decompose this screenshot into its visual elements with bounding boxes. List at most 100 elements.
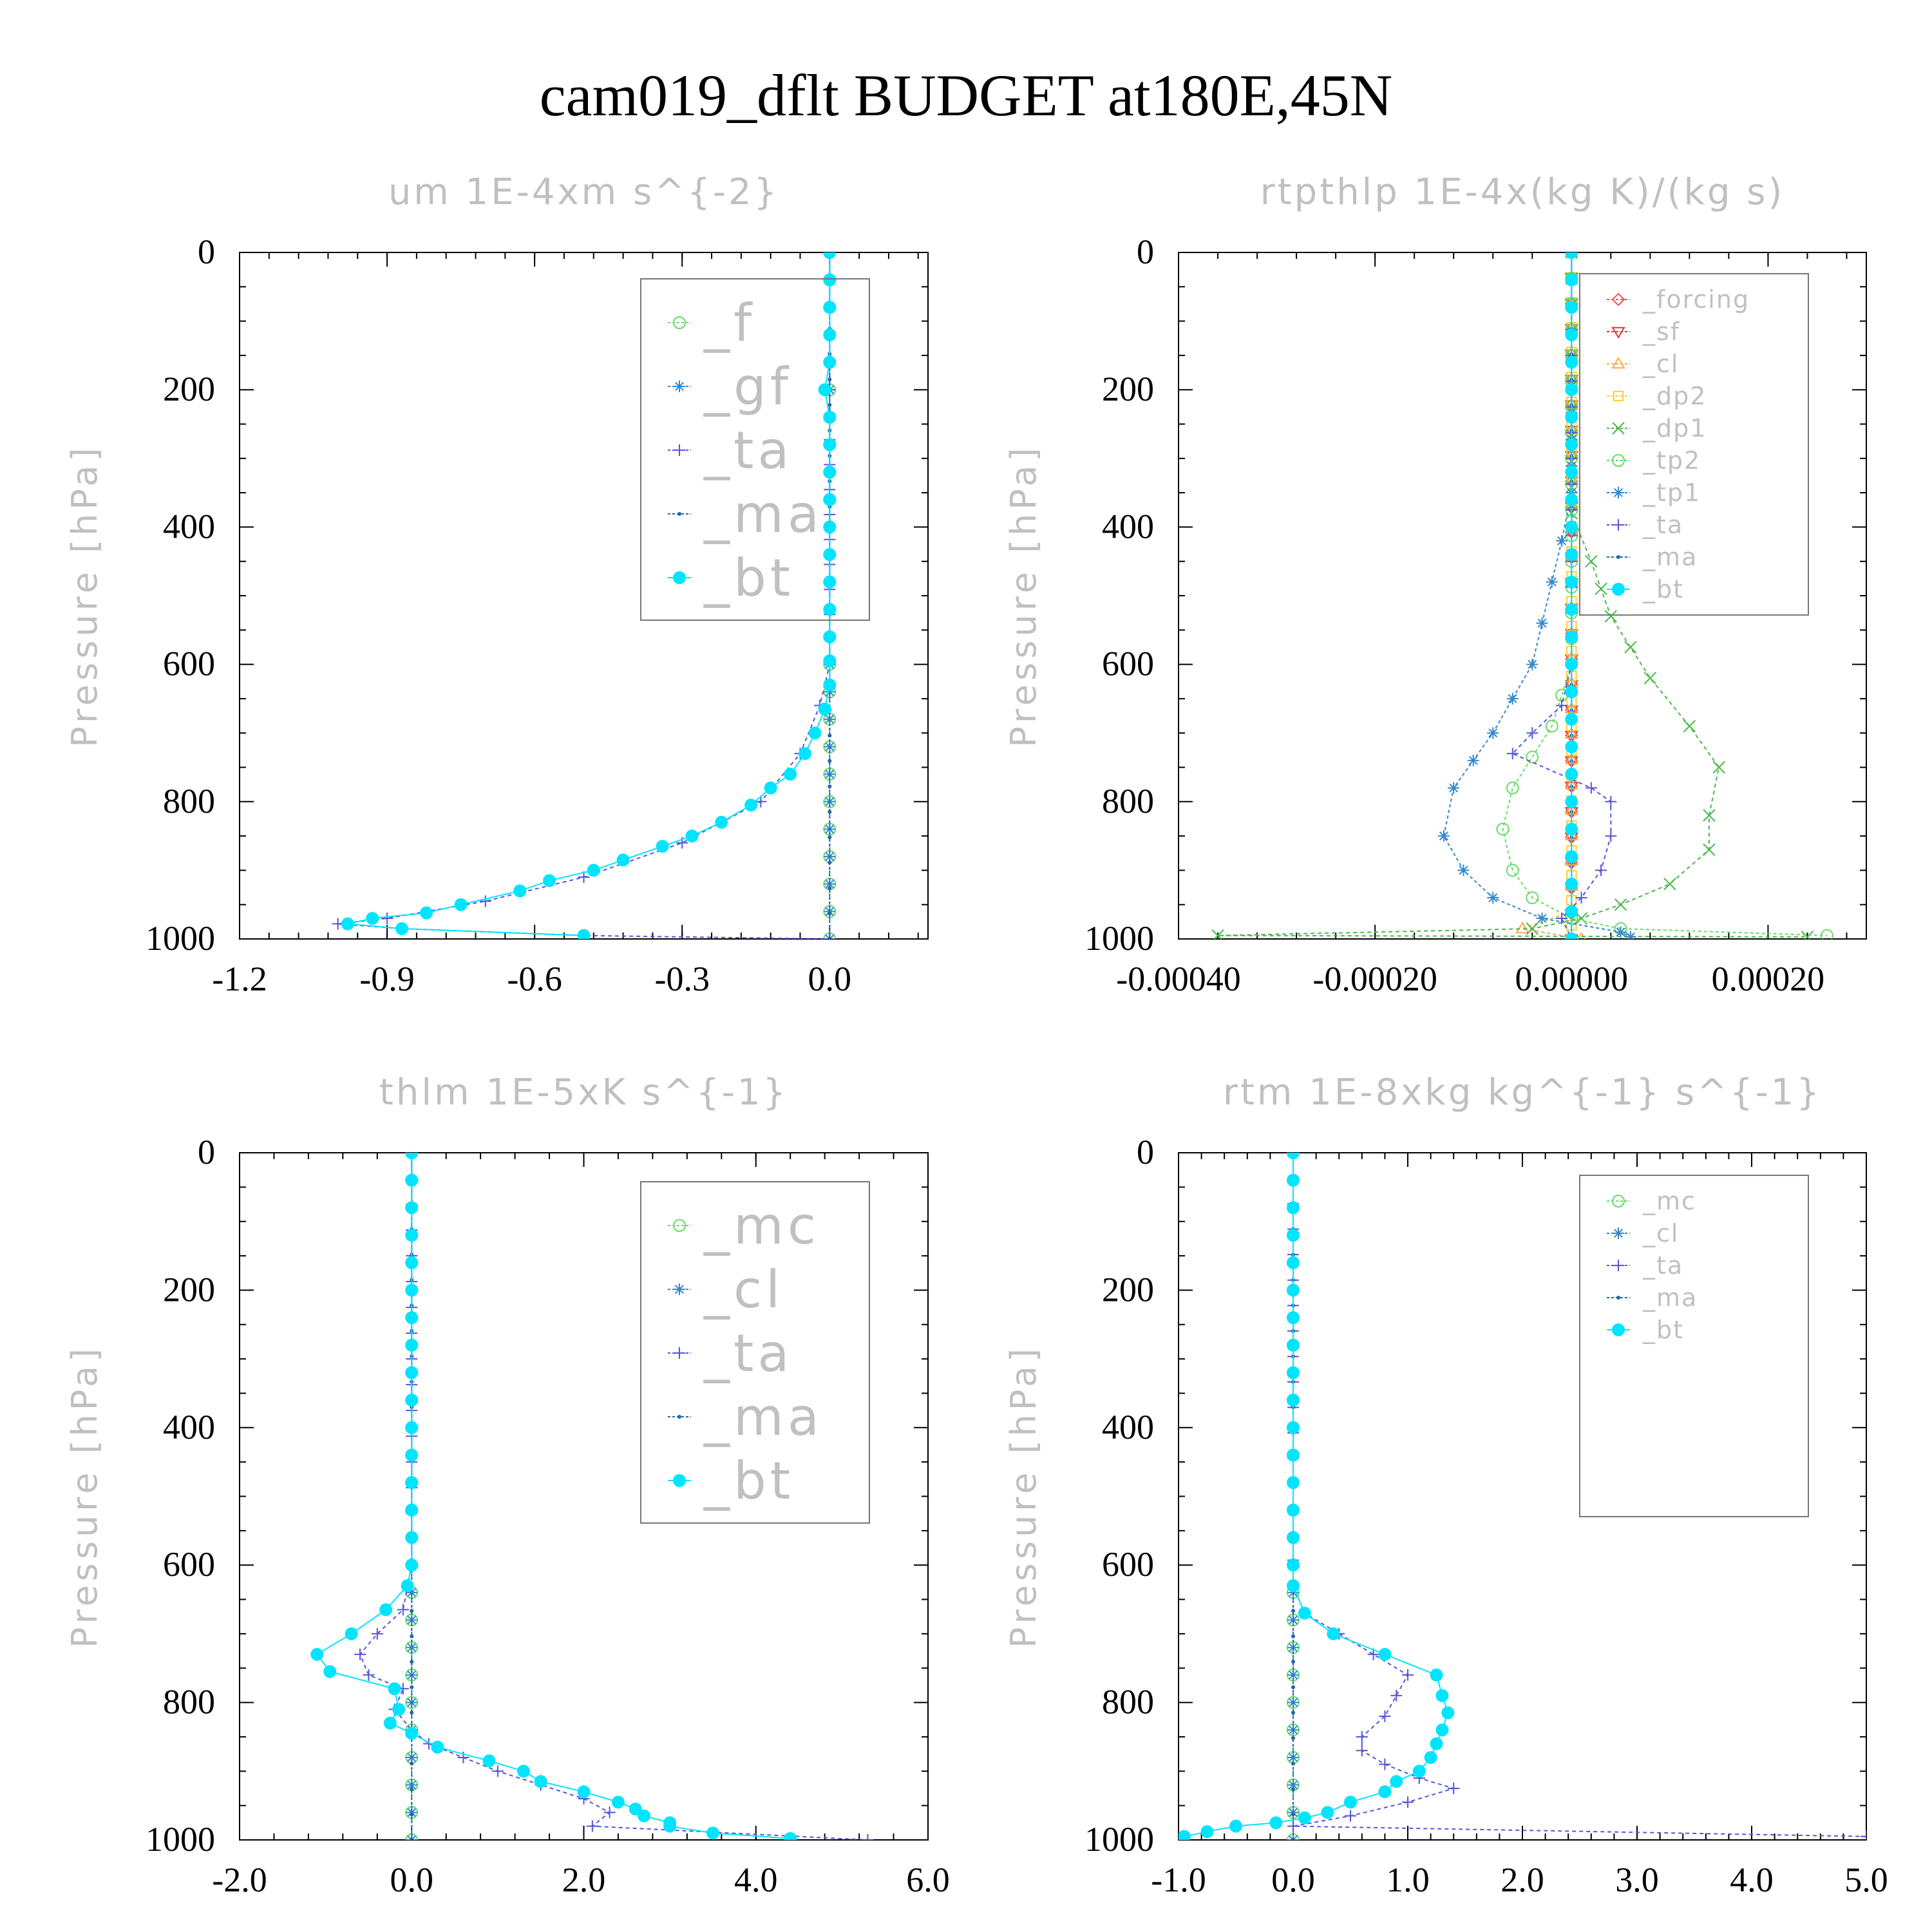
data-point — [410, 1761, 414, 1766]
data-point — [638, 1809, 651, 1823]
panel-title: thlm 1E-5xK s^{-1} — [379, 1072, 788, 1113]
legend-entry: _mc — [1642, 1187, 1696, 1215]
data-point — [1487, 892, 1499, 904]
data-point — [823, 678, 837, 692]
legend-marker — [673, 571, 686, 584]
data-point — [1321, 1806, 1334, 1819]
legend-marker — [1613, 1260, 1624, 1271]
data-point — [410, 1660, 414, 1664]
data-point — [715, 815, 728, 829]
legend-marker — [674, 444, 685, 456]
legend-entry: _f — [703, 293, 755, 353]
data-point — [1287, 1394, 1300, 1407]
data-point — [1356, 1730, 1368, 1743]
series-bt — [1565, 252, 1578, 939]
legend-entry: _bt — [703, 1451, 794, 1511]
data-point — [824, 713, 836, 725]
data-point — [431, 1740, 444, 1754]
data-point — [1287, 1531, 1300, 1544]
data-point — [1565, 273, 1578, 287]
data-point — [1287, 1448, 1300, 1462]
data-point — [828, 402, 832, 407]
panel-rtm: 0 200 400 600 800 1000-1.0 0.0 1.0 2.0 3.0 4.0 5.0 r… — [1003, 1072, 1888, 1899]
data-point — [410, 1609, 414, 1613]
data-point — [410, 1634, 414, 1638]
data-point — [405, 1558, 419, 1572]
data-point — [1506, 781, 1519, 795]
legend-entry: _bt — [703, 548, 794, 608]
legend-marker — [677, 1415, 681, 1419]
data-point — [363, 1669, 375, 1681]
x-tick-label: -0.00040 — [1116, 960, 1240, 998]
legend-entry: _ta — [1642, 511, 1683, 539]
data-point — [479, 895, 491, 907]
series-line — [1511, 252, 1612, 939]
data-point — [586, 1820, 598, 1832]
legend-marker — [1616, 1296, 1620, 1300]
plot-area — [310, 1153, 874, 1840]
data-point — [1861, 1830, 1866, 1840]
series-dp1 — [1211, 252, 1814, 939]
y-tick-label: 400 — [1102, 507, 1154, 545]
data-point — [1378, 1785, 1392, 1799]
data-point — [828, 886, 832, 891]
legend-marker — [1612, 422, 1625, 435]
data-point — [543, 874, 556, 887]
data-point — [383, 1716, 397, 1730]
data-point — [1565, 252, 1578, 259]
data-point — [828, 734, 832, 738]
legend-box — [640, 1181, 870, 1524]
data-point — [310, 1647, 324, 1661]
series-bt — [1179, 1153, 1455, 1840]
data-point — [1467, 754, 1479, 766]
data-point — [1565, 548, 1578, 562]
data-point — [1526, 658, 1539, 670]
legend-marker — [674, 1283, 685, 1295]
data-point — [862, 1834, 874, 1840]
data-point — [1287, 1153, 1300, 1159]
y-axis-label: Pressure [hPa] — [1003, 1345, 1044, 1648]
data-point — [1430, 1668, 1443, 1681]
y-tick-label: 1000 — [1084, 919, 1154, 958]
y-tick-label: 1000 — [1084, 1820, 1154, 1859]
legend-entry: _cl — [1642, 1219, 1679, 1247]
data-point — [1345, 1810, 1356, 1822]
data-point — [706, 1826, 719, 1840]
data-point — [405, 1338, 419, 1352]
data-point — [603, 1806, 616, 1819]
data-point — [1229, 1819, 1242, 1833]
data-point — [1287, 1476, 1300, 1490]
data-point — [1526, 922, 1539, 935]
x-tick-label: -0.9 — [359, 960, 414, 998]
data-point — [1575, 892, 1587, 904]
data-point — [1287, 1338, 1300, 1352]
data-point — [1604, 610, 1618, 623]
data-point — [1291, 1685, 1295, 1689]
data-point — [405, 1503, 419, 1517]
series-line — [359, 1153, 868, 1840]
x-tick-label: 0.0 — [1271, 1861, 1315, 1899]
series-line — [1520, 252, 1582, 939]
data-point — [1390, 1689, 1403, 1701]
legend-marker — [1611, 357, 1625, 369]
data-point — [823, 466, 837, 479]
legend-entry: _tp2 — [1642, 446, 1701, 475]
data-point — [513, 884, 527, 898]
data-point — [1412, 1765, 1426, 1778]
x-tick-label: 1.0 — [1386, 1861, 1430, 1899]
y-tick-label: 800 — [1102, 782, 1154, 820]
data-point — [381, 913, 393, 925]
y-tick-label: 600 — [163, 645, 215, 683]
data-point — [823, 630, 837, 643]
data-point — [656, 840, 669, 853]
data-point — [824, 686, 836, 698]
data-point — [1287, 1579, 1300, 1593]
data-point — [1565, 575, 1578, 589]
y-axis-label: Pressure [hPa] — [64, 444, 105, 747]
data-point — [410, 1786, 414, 1791]
legend-box — [1579, 273, 1809, 616]
data-point — [1565, 438, 1578, 451]
x-tick-label: -0.6 — [507, 960, 562, 998]
legend-marker — [1612, 1323, 1625, 1336]
data-point — [823, 438, 837, 451]
